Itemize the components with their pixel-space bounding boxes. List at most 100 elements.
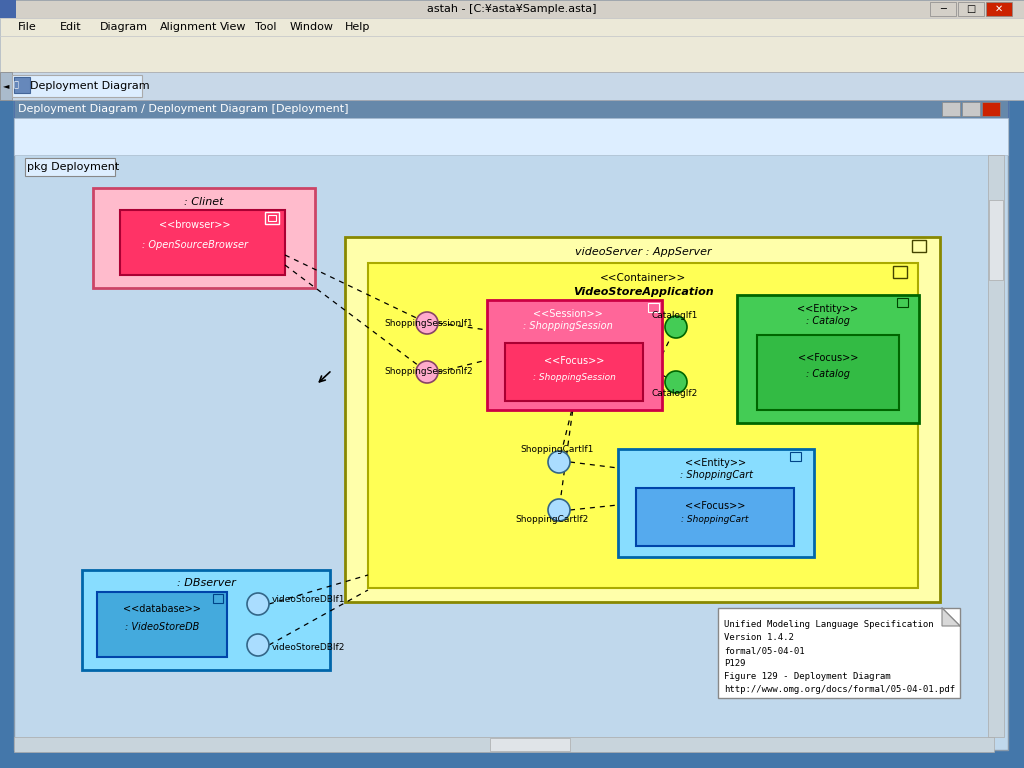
Text: pkg Deployment: pkg Deployment (27, 162, 119, 172)
Text: : VideoStoreDB: : VideoStoreDB (125, 622, 200, 632)
Text: CatalogIf1: CatalogIf1 (651, 310, 697, 319)
Text: View: View (220, 22, 247, 32)
Text: Tool: Tool (255, 22, 276, 32)
Circle shape (247, 593, 269, 615)
Bar (93, 188, 315, 288)
Text: <<Focus>>: <<Focus>> (685, 501, 745, 511)
Text: : Catalog: : Catalog (806, 316, 850, 326)
Text: ShoppingSessionIf2: ShoppingSessionIf2 (384, 368, 473, 376)
Bar (930, 2, 956, 16)
Bar (14, 100, 1008, 118)
Text: astah - [C:¥asta¥Sample.asta]: astah - [C:¥asta¥Sample.asta] (427, 4, 597, 14)
Bar (368, 263, 918, 588)
Bar (618, 449, 814, 557)
Text: <<Session>>: <<Session>> (534, 309, 603, 319)
Text: Help: Help (345, 22, 371, 32)
Circle shape (548, 451, 570, 473)
Text: File: File (18, 22, 37, 32)
Text: <<Container>>: <<Container>> (600, 273, 686, 283)
Bar (989, 200, 1002, 280)
Bar (120, 210, 285, 275)
Bar (958, 2, 984, 16)
Bar (345, 237, 940, 602)
Bar (487, 300, 662, 410)
Text: Deployment Diagram: Deployment Diagram (30, 81, 150, 91)
Bar (25, 158, 115, 176)
Bar (14, 155, 994, 737)
Bar (0, 0, 1024, 18)
Text: : ShoppingCart: : ShoppingCart (681, 515, 749, 525)
Text: Diagram: Diagram (100, 22, 148, 32)
Bar (0, 36, 1024, 72)
Text: : ShoppingSession: : ShoppingSession (532, 372, 615, 382)
Bar (757, 335, 899, 410)
Text: http://www.omg.org/docs/formal/05-04-01.pdf: http://www.omg.org/docs/formal/05-04-01.… (724, 685, 955, 694)
Text: ShoppingSessionIf1: ShoppingSessionIf1 (384, 319, 473, 327)
Text: ─: ─ (940, 4, 946, 14)
Circle shape (665, 316, 687, 338)
Text: <<Focus>>: <<Focus>> (798, 353, 858, 363)
Bar (265, 212, 279, 224)
Bar (982, 102, 1000, 116)
Text: formal/05-04-01: formal/05-04-01 (724, 646, 805, 655)
Bar (97, 592, 227, 657)
Text: 📋: 📋 (13, 81, 18, 90)
Text: Deployment Diagram / Deployment Diagram [Deployment]: Deployment Diagram / Deployment Diagram … (18, 104, 348, 114)
Bar (737, 295, 919, 423)
Text: <<Entity>>: <<Entity>> (685, 458, 746, 468)
Text: ✕: ✕ (995, 4, 1004, 14)
Bar (636, 488, 794, 546)
Text: CatalogIf2: CatalogIf2 (651, 389, 697, 398)
Text: Figure 129 - Deployment Diagram: Figure 129 - Deployment Diagram (724, 672, 891, 681)
Bar (268, 215, 276, 221)
Bar (648, 303, 659, 312)
Circle shape (247, 634, 269, 656)
Text: videoStoreDBIf1: videoStoreDBIf1 (272, 595, 345, 604)
Text: : ShoppingCart: : ShoppingCart (680, 470, 753, 480)
Text: ShoppingCartIf1: ShoppingCartIf1 (520, 445, 593, 453)
Text: : OpenSourceBrowser: : OpenSourceBrowser (142, 240, 248, 250)
Text: videoServer : AppServer: videoServer : AppServer (574, 247, 712, 257)
Text: <<browser>>: <<browser>> (160, 220, 230, 230)
Bar (893, 266, 907, 278)
Text: videoStoreDBIf2: videoStoreDBIf2 (272, 644, 345, 653)
Text: : ShoppingSession: : ShoppingSession (523, 321, 613, 331)
Text: P129: P129 (724, 659, 745, 668)
Bar (790, 452, 801, 461)
Bar (962, 102, 980, 116)
Bar (0, 72, 12, 100)
Text: : DBserver: : DBserver (176, 578, 236, 588)
Bar (897, 298, 908, 307)
Bar (0, 18, 1024, 36)
Polygon shape (942, 608, 961, 626)
Bar (14, 737, 994, 752)
Text: Unified Modeling Language Specification: Unified Modeling Language Specification (724, 620, 934, 629)
Text: Window: Window (290, 22, 334, 32)
Bar (912, 240, 926, 252)
Circle shape (416, 312, 438, 334)
Bar (0, 72, 1024, 100)
Text: Version 1.4.2: Version 1.4.2 (724, 633, 794, 642)
Circle shape (416, 361, 438, 383)
Bar (718, 608, 961, 698)
Bar (14, 77, 30, 93)
Circle shape (665, 371, 687, 393)
Text: : Clinet: : Clinet (184, 197, 224, 207)
Text: ◄: ◄ (3, 81, 9, 91)
Bar (12, 75, 142, 97)
Bar (988, 155, 1004, 737)
Text: VideoStoreApplication: VideoStoreApplication (572, 287, 714, 297)
Bar (82, 570, 330, 670)
Bar (14, 118, 1008, 155)
Text: <<Entity>>: <<Entity>> (798, 304, 858, 314)
Bar (490, 738, 570, 751)
Bar (505, 343, 643, 401)
Bar (942, 102, 961, 116)
Bar (0, 0, 16, 18)
Bar (986, 2, 1012, 16)
Text: Alignment: Alignment (160, 22, 217, 32)
Text: <<Focus>>: <<Focus>> (544, 356, 604, 366)
Bar (213, 594, 223, 603)
Text: Edit: Edit (60, 22, 82, 32)
Text: : Catalog: : Catalog (806, 369, 850, 379)
